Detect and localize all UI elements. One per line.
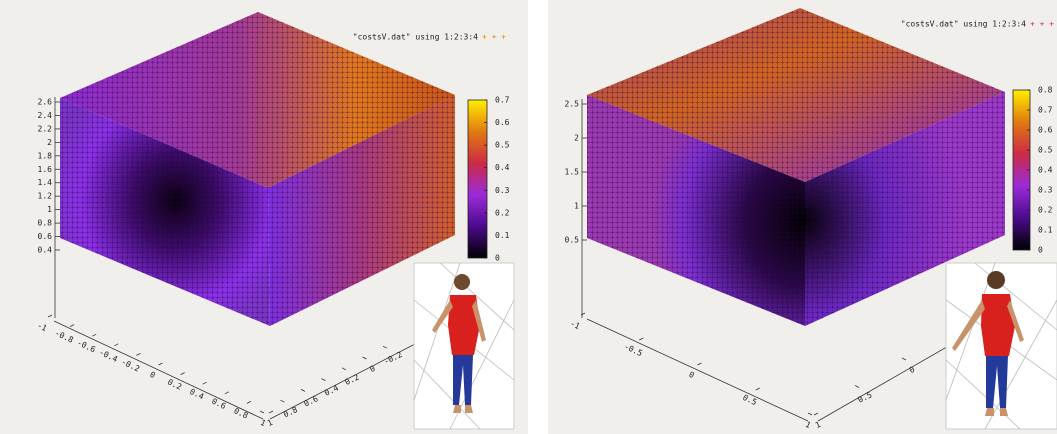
z-tick-label: 2.5 [565,100,580,109]
x-tick-label: -1 [36,321,49,333]
x-tick [180,372,185,375]
x-tick [580,312,586,316]
z-tick-label: 1.2 [38,192,53,201]
point-cloud [60,12,455,326]
point-cloud [587,8,1005,326]
avatar-image [945,262,1057,430]
y-tick [280,399,285,403]
z-tick-label: 1.5 [565,168,580,177]
z-tick-label: 0.4 [38,246,53,255]
legend-label: "costsV.dat" using 1:2:3:4 [901,20,1026,29]
x-tick [813,412,819,416]
y-tick-label: 0 [908,365,916,375]
colorbar-tick-label: 0.1 [495,231,510,240]
colorbar-tick-label: 0.7 [495,96,510,105]
z-tick-label: 0.5 [565,236,580,245]
x-tick-label: 1 [804,420,812,430]
z-tick-label: 2.2 [38,124,53,133]
x-tick [202,381,207,385]
colorbar-tick-label: 0.7 [1038,106,1053,115]
x-tick [92,333,97,337]
x-tick [246,401,252,404]
colorbar-tick-label: 0.5 [1038,146,1053,155]
x-tick-label: 0 [687,370,695,380]
colorbar-tick-label: 0 [495,254,500,263]
z-tick-label: 2 [47,138,52,147]
z-tick-label: 2.4 [38,111,53,120]
z-tick-label: 1.4 [38,178,53,187]
x-tick [136,353,141,356]
colorbar-tick-label: 0.2 [495,208,510,217]
y-tick [321,378,326,381]
colorbar-tick-label: 0.5 [495,141,510,150]
y-tick [854,385,860,388]
z-tick-label: 1.6 [38,165,53,174]
colorbar-tick-label: 0.3 [1038,186,1053,195]
y-tick [807,412,813,416]
z-tick-label: 0.8 [38,219,53,228]
x-tick [224,391,229,395]
colorbar-tick-label: 0.3 [495,186,510,195]
legend-label: "costsV.dat" using 1:2:3:4 [353,33,478,42]
x-tick-label: -1 [569,319,582,331]
x-tick [158,362,163,366]
x-tick-label: 1 [259,418,267,428]
colorbar [467,99,488,259]
colorbar-tick-label: 0.6 [495,118,510,127]
y-tick [901,357,907,361]
y-tick [300,389,306,392]
x-tick [755,387,760,391]
x-tick [114,343,119,347]
y-tick [382,345,388,349]
axis-line [53,320,264,420]
x-tick [639,337,644,341]
colorbar-tick-label: 0.2 [1038,206,1053,215]
x-tick [697,362,702,366]
z-tick-label: 1 [574,202,579,211]
avatar-image [413,262,515,430]
y-tick-label: 1 [814,420,822,430]
z-tick-label: 2 [574,134,579,143]
x-tick [268,410,274,414]
x-tick [69,324,75,327]
colorbar-tick-label: 0.4 [495,163,510,172]
colorbar-tick-label: 0.6 [1038,126,1053,135]
x-tick [47,314,53,318]
legend-marker: + + + [482,33,506,42]
y-tick [341,367,347,371]
y-tick [259,410,265,414]
colorbar-tick-label: 0.4 [1038,166,1053,175]
colorbar-tick-label: 0.1 [1038,226,1053,235]
y-tick-label: 0 [368,364,376,374]
z-tick-label: 2.6 [38,98,53,107]
legend-marker: + + + [1030,20,1054,29]
axis-line [586,318,809,422]
x-tick-label: 0 [148,370,156,380]
y-tick [362,356,367,360]
z-tick-label: 1.8 [38,151,53,160]
z-tick-label: 1 [47,205,52,214]
y-tick-label: 1 [266,418,274,428]
colorbar-tick-label: 0 [1038,246,1043,255]
colorbar-tick-label: 0.8 [1038,86,1053,95]
z-tick-label: 0.6 [38,232,53,241]
